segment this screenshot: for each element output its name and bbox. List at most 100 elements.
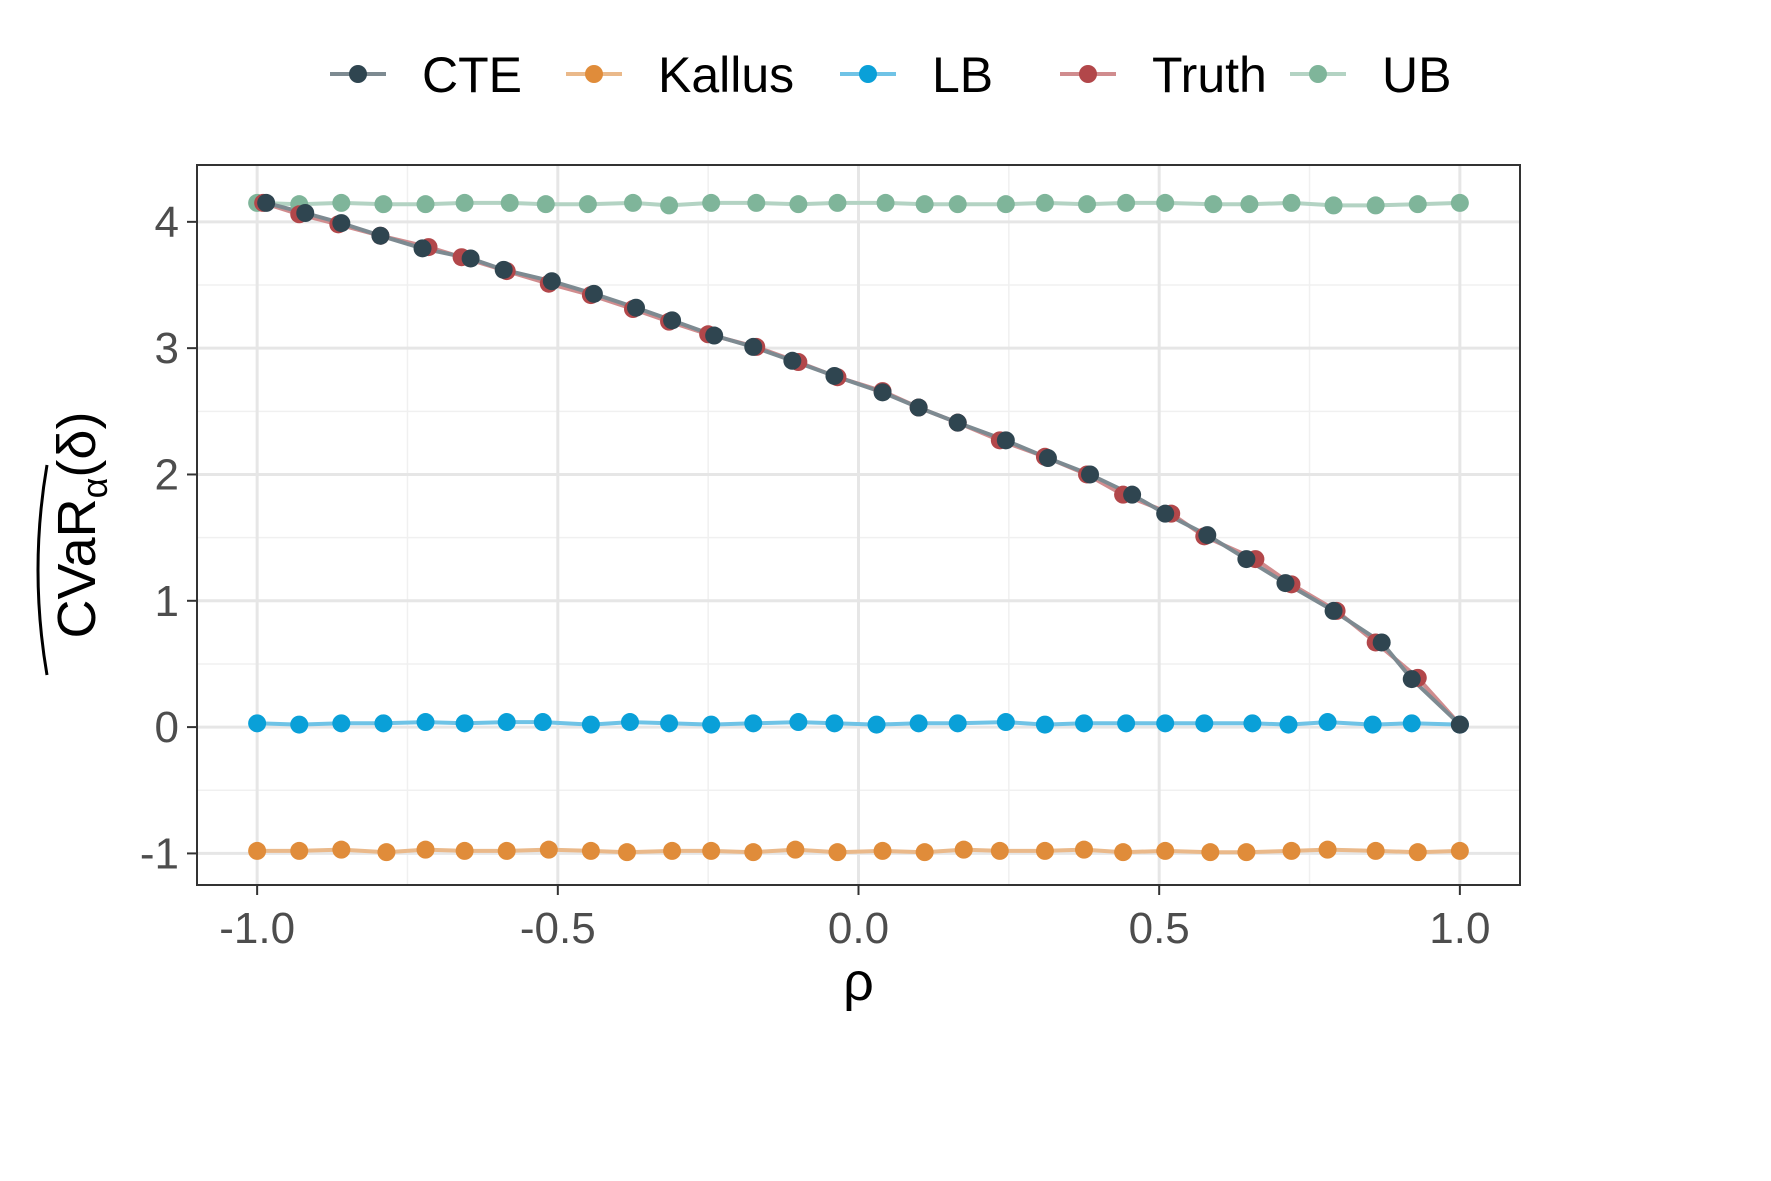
data-point-kallus: [873, 841, 892, 860]
data-point-ub: [1324, 196, 1343, 215]
data-point-cte: [705, 326, 724, 345]
data-point-kallus: [581, 841, 600, 860]
data-point-cte: [948, 413, 967, 432]
data-point-ub: [1035, 193, 1054, 212]
data-point-kallus: [1450, 841, 1469, 860]
data-point-kallus: [828, 843, 847, 862]
data-point-kallus: [497, 841, 516, 860]
data-point-cte: [1081, 465, 1100, 484]
data-point-cte: [296, 204, 315, 222]
data-point-lb: [1402, 714, 1421, 733]
data-point-cte: [257, 193, 276, 212]
data-point-ub: [578, 195, 597, 214]
data-point-ub: [455, 193, 474, 212]
series-line-cte: [265, 200, 1462, 727]
series-points: [248, 193, 1469, 862]
data-point-lb: [996, 713, 1015, 732]
data-point-lb: [702, 715, 721, 734]
data-point-cte: [1156, 504, 1175, 523]
series-line-lb: [257, 720, 1460, 727]
data-point-kallus: [663, 841, 682, 860]
y-axis-title-text: CVaRα(δ): [47, 412, 115, 639]
data-point-kallus: [1156, 841, 1175, 860]
y-axis-title-main: CVaR: [47, 498, 107, 638]
data-point-ub: [1366, 196, 1385, 215]
data-point-cte: [626, 298, 645, 317]
data-point-lb: [867, 715, 886, 734]
y-axis-title-subscript: α: [74, 478, 115, 499]
legend-label: Truth: [1152, 47, 1267, 103]
y-tick-label: 3: [155, 324, 179, 373]
data-point-cte: [744, 337, 763, 356]
data-point-cte: [1123, 485, 1142, 504]
data-point-ub: [660, 196, 679, 215]
legend-item-ub: UB: [1290, 47, 1451, 103]
data-point-lb: [1279, 715, 1298, 734]
legend-key-point: [1079, 65, 1097, 83]
legend-label: UB: [1382, 47, 1451, 103]
series-line-kallus: [257, 847, 1460, 855]
data-point-cte: [873, 383, 892, 402]
data-point-kallus: [332, 840, 351, 859]
data-point-lb: [620, 713, 639, 732]
data-point-lb: [1117, 714, 1136, 733]
data-point-ub: [789, 195, 808, 214]
data-point-kallus: [990, 841, 1009, 860]
legend-key-point: [859, 65, 877, 83]
data-point-ub: [1117, 193, 1136, 212]
data-point-cte: [413, 239, 432, 258]
data-point-ub: [828, 193, 847, 212]
data-point-kallus: [1201, 843, 1220, 862]
legend: CTE Kallus LB Truth UB: [330, 47, 1451, 103]
legend-key-point: [349, 65, 367, 83]
data-point-cte: [1198, 526, 1217, 545]
data-point-kallus: [377, 843, 396, 862]
data-point-ub: [1078, 195, 1097, 214]
data-point-kallus: [915, 843, 934, 862]
data-point-cte: [584, 284, 603, 303]
legend-label: CTE: [422, 47, 522, 103]
data-point-lb: [1195, 714, 1214, 733]
data-point-ub: [1156, 193, 1175, 212]
data-point-kallus: [539, 840, 558, 859]
x-tick-label: -1.0: [219, 904, 295, 953]
data-point-kallus: [1114, 843, 1133, 862]
data-point-kallus: [786, 840, 805, 859]
legend-label: LB: [932, 47, 993, 103]
data-point-ub: [1408, 195, 1427, 214]
data-point-lb: [660, 714, 679, 733]
data-point-kallus: [1318, 840, 1337, 859]
x-tick-label: -0.5: [520, 904, 596, 953]
legend-key-point: [585, 65, 603, 83]
y-tick-label: 2: [155, 450, 179, 499]
x-tick-label: 1.0: [1429, 904, 1490, 953]
data-point-kallus: [1035, 841, 1054, 860]
data-point-ub: [1282, 193, 1301, 212]
data-point-kallus: [290, 841, 309, 860]
data-point-lb: [744, 714, 763, 733]
data-point-ub: [1450, 193, 1469, 212]
data-point-lb: [1363, 715, 1382, 734]
y-tick-label: 1: [155, 577, 179, 626]
data-point-cte: [494, 260, 513, 279]
data-point-cte: [1402, 670, 1421, 689]
data-point-cte: [1450, 715, 1469, 734]
data-point-lb: [789, 713, 808, 732]
y-tick-label: 4: [155, 198, 179, 247]
series-line-truth: [262, 200, 1462, 726]
data-point-ub: [876, 193, 895, 212]
data-point-ub: [1240, 195, 1259, 214]
data-point-ub: [1204, 195, 1223, 214]
x-tick-label: 0.5: [1129, 904, 1190, 953]
data-point-ub: [416, 195, 435, 214]
data-point-ub: [948, 195, 967, 214]
data-point-lb: [374, 714, 393, 733]
data-point-cte: [825, 366, 844, 385]
y-axis-title-hat: [36, 464, 49, 676]
data-point-ub: [915, 195, 934, 214]
data-point-lb: [455, 714, 474, 733]
data-point-cte: [1237, 550, 1256, 569]
data-point-ub: [747, 193, 766, 212]
data-point-lb: [1318, 713, 1337, 732]
data-point-lb: [497, 713, 516, 732]
